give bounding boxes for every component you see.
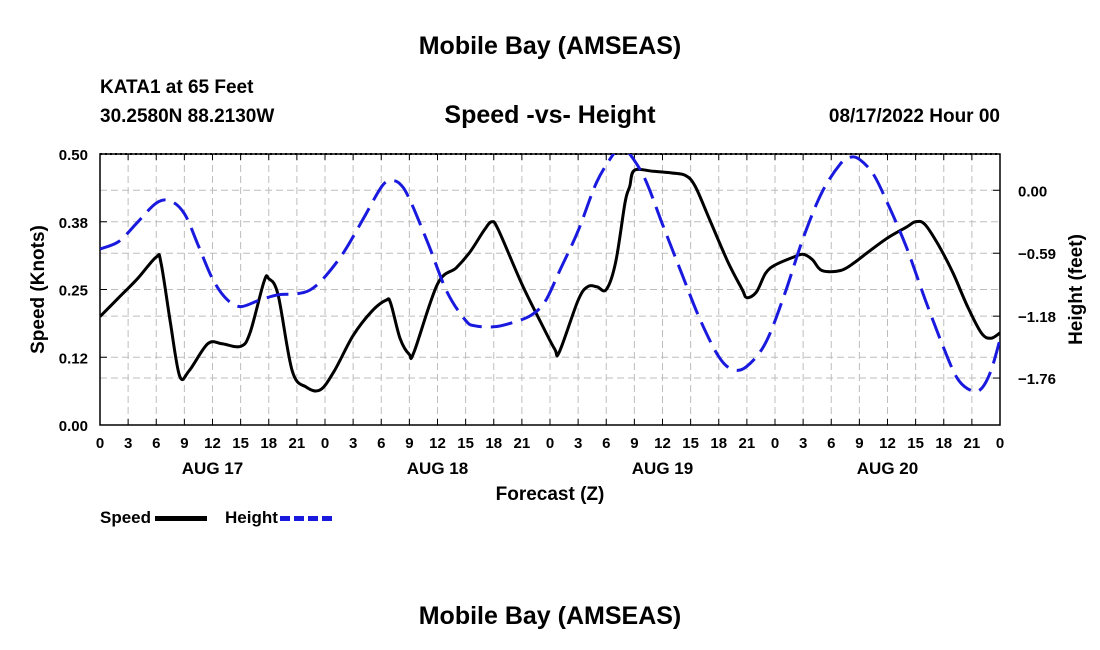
x-tick-label: 21 — [739, 435, 756, 452]
x-tick-label: 0 — [996, 435, 1004, 452]
x-tick-label: 9 — [405, 435, 413, 452]
x-tick-label: 12 — [654, 435, 671, 452]
x-tick-label: 9 — [180, 435, 188, 452]
x-tick-label: 3 — [349, 435, 357, 452]
y-tick-label-left: 0.38 — [59, 215, 88, 232]
y-tick-label-left: 0.25 — [59, 283, 88, 300]
station-coordinates: 30.2580N 88.2130W — [100, 106, 275, 127]
series-line-speed — [100, 167, 1000, 393]
y-tick-label-right: −0.59 — [1018, 246, 1056, 263]
footer-title: Mobile Bay (AMSEAS) — [418, 602, 682, 630]
y-axis-label-right: Height (feet) — [1066, 234, 1087, 345]
page-title: Mobile Bay (AMSEAS) — [418, 32, 682, 60]
y-tick-label-right: 0.00 — [1018, 183, 1047, 200]
x-tick-label: 3 — [799, 435, 807, 452]
x-tick-label: 18 — [710, 435, 727, 452]
legend-speed-swatch — [155, 516, 208, 522]
x-axis-label: Forecast (Z) — [496, 484, 605, 505]
x-tick-label: 6 — [152, 435, 160, 452]
x-tick-label: 3 — [124, 435, 132, 452]
day-label: AUG 17 — [182, 459, 243, 478]
x-tick-label: 21 — [964, 435, 981, 452]
x-tick-label: 6 — [827, 435, 835, 452]
y-axis-label-left: Speed (Knots) — [28, 225, 49, 354]
x-tick-label: 0 — [321, 435, 329, 452]
x-tick-label: 15 — [232, 435, 249, 452]
y-tick-label-left: 0.12 — [59, 350, 88, 367]
station-name: KATA1 at 65 Feet — [100, 77, 254, 98]
x-tick-label: 12 — [879, 435, 896, 452]
legend: Speed Height — [100, 508, 332, 528]
x-tick-label: 12 — [204, 435, 221, 452]
x-tick-label: 9 — [630, 435, 638, 452]
x-tick-label: 21 — [289, 435, 306, 452]
x-tick-label: 0 — [96, 435, 104, 452]
day-label: AUG 19 — [632, 459, 693, 478]
y-tick-label-left: 0.00 — [59, 418, 88, 435]
x-tick-label: 21 — [514, 435, 531, 452]
x-tick-label: 6 — [602, 435, 610, 452]
legend-height-swatch — [279, 516, 332, 522]
day-label: AUG 20 — [857, 459, 918, 478]
x-tick-label: 12 — [429, 435, 446, 452]
x-tick-label: 0 — [771, 435, 779, 452]
y-tick-label-left: 0.50 — [59, 147, 88, 164]
legend-speed-label: Speed — [100, 508, 152, 527]
x-tick-label: 3 — [574, 435, 582, 452]
x-tick-label: 15 — [457, 435, 474, 452]
run-time: 08/17/2022 Hour 00 — [828, 106, 1000, 127]
y-tick-label-right: −1.76 — [1018, 371, 1056, 388]
x-tick-label: 6 — [377, 435, 385, 452]
series-line-height — [100, 154, 1000, 394]
x-tick-label: 15 — [907, 435, 924, 452]
x-tick-label: 18 — [935, 435, 952, 452]
x-tick-label: 18 — [485, 435, 502, 452]
legend-height-label: Height — [225, 508, 278, 527]
x-tick-label: 0 — [546, 435, 554, 452]
x-tick-label: 15 — [682, 435, 699, 452]
x-tick-label: 18 — [260, 435, 277, 452]
chart-title: Speed -vs- Height — [444, 101, 656, 129]
x-tick-label: 9 — [855, 435, 863, 452]
y-tick-label-right: −1.18 — [1018, 309, 1056, 326]
day-label: AUG 18 — [407, 459, 468, 478]
